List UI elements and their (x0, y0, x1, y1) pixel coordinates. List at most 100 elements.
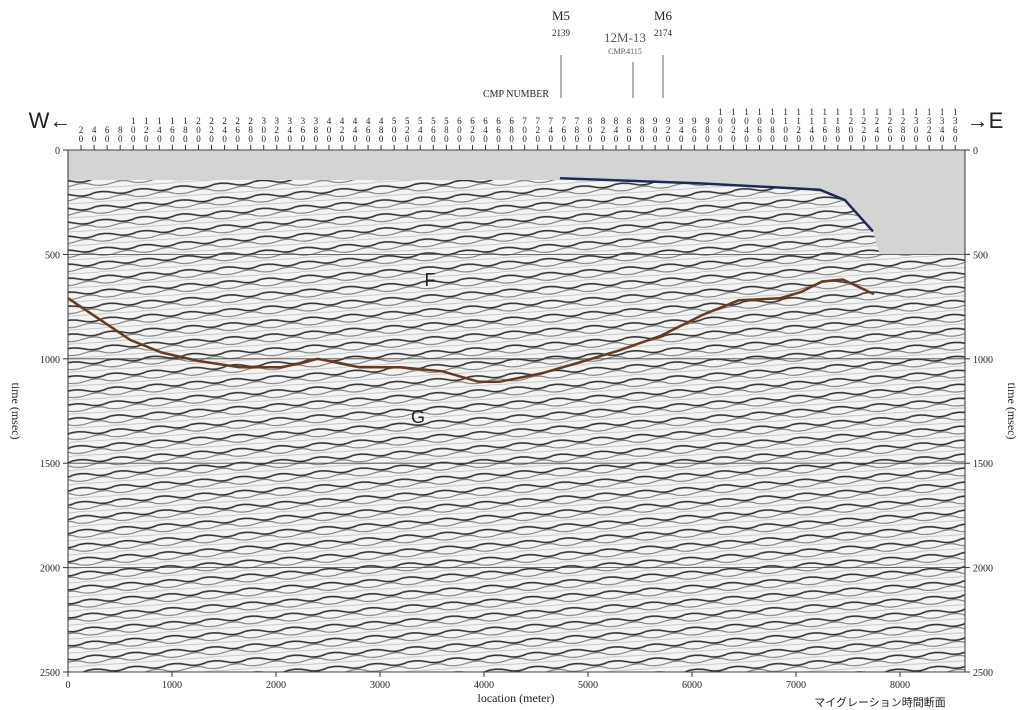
x2-tick-label: 1200 (846, 107, 856, 143)
x-tick-label: 2000 (266, 680, 286, 691)
x2-tick-label: 1240 (872, 107, 882, 143)
x2-tick-label: 120 (141, 116, 151, 143)
well-name: M5 (552, 8, 570, 23)
well-cmp: 2139 (552, 28, 571, 38)
x2-tick-label: 500 (389, 116, 399, 143)
x2-tick-label: 380 (311, 116, 321, 143)
x-tick-label: 4000 (474, 680, 494, 691)
x2-tick-label: 520 (402, 116, 412, 143)
x2-tick-label: 320 (272, 116, 282, 143)
well-name: M6 (654, 8, 673, 23)
x2-tick-label: 900 (650, 116, 660, 143)
x2-tick-label: 780 (572, 116, 582, 143)
x2-tick-label: 760 (559, 116, 569, 143)
x2-tick-label: 720 (533, 116, 543, 143)
x2-tick-label: 280 (246, 116, 256, 143)
x2-tick-label: 940 (676, 116, 686, 143)
x2-tick-label: 1000 (715, 107, 725, 143)
well-name: 12M-13 (604, 30, 646, 45)
x2-tick-label: 640 (481, 116, 491, 143)
x-tick-label: 1000 (162, 680, 182, 691)
caption: マイグレーション時間断面 (814, 695, 946, 709)
y-tick-label: 500 (973, 250, 988, 261)
seismic-section (68, 150, 965, 672)
x2-tick-label: 560 (428, 116, 438, 143)
x2-tick-label: 1320 (924, 107, 934, 143)
x2-tick-label: 80 (115, 125, 125, 143)
x2-tick-label: 1220 (859, 107, 869, 143)
x2-tick-label: 740 (546, 116, 556, 143)
y-tick-label: 1000 (973, 355, 993, 366)
well-cmp: CMP.4115 (608, 47, 642, 56)
x2-tick-label: 40 (89, 125, 99, 143)
horizon-label: G (411, 407, 425, 427)
x2-tick-label: 1260 (885, 107, 895, 143)
x2-axis-label: CMP NUMBER (483, 89, 549, 100)
x2-tick-label: 620 (467, 116, 477, 143)
x2-tick-label: 480 (376, 116, 386, 143)
x-tick-label: 6000 (682, 680, 702, 691)
y-tick-label: 1000 (40, 355, 60, 366)
y-axis-label: time (msec) (9, 383, 23, 440)
x2-tick-label: 20 (76, 125, 86, 143)
x2-tick-label: 1080 (768, 107, 778, 143)
x2-tick-label: 140 (154, 116, 164, 143)
x2-tick-label: 960 (689, 116, 699, 143)
x2-tick-label: 60 (102, 125, 112, 143)
x2-tick-label: 1140 (807, 107, 817, 143)
x2-tick-label: 920 (663, 116, 673, 143)
east-label: →E (967, 108, 1004, 133)
x2-tick-label: 160 (167, 116, 177, 143)
y-tick-label: 2500 (40, 668, 60, 679)
x2-tick-label: 400 (324, 116, 334, 143)
x2-tick-label: 1180 (833, 107, 843, 143)
west-label: W← (29, 108, 72, 133)
x2-tick-label: 580 (441, 116, 451, 143)
x2-tick-label: 1340 (937, 107, 947, 143)
y-tick-label: 1500 (40, 459, 60, 470)
y-tick-label: 0 (973, 146, 978, 157)
x2-tick-label: 420 (337, 116, 347, 143)
x2-tick-label: 360 (298, 116, 308, 143)
y-tick-label: 0 (55, 146, 60, 157)
x2-tick-label: 240 (220, 116, 230, 143)
x2-tick-label: 700 (520, 116, 530, 143)
x2-tick-label: 340 (285, 116, 295, 143)
x2-tick-label: 820 (598, 116, 608, 143)
x2-tick-label: 540 (415, 116, 425, 143)
x2-tick-label: 1280 (898, 107, 908, 143)
x2-tick-label: 1300 (911, 107, 921, 143)
x2-tick-label: 1120 (794, 107, 804, 143)
x2-tick-label: 460 (363, 116, 373, 143)
x2-tick-label: 440 (350, 116, 360, 143)
x-tick-label: 8000 (890, 680, 910, 691)
x-tick-label: 7000 (786, 680, 806, 691)
x-tick-label: 0 (66, 680, 71, 691)
x2-tick-label: 1040 (741, 107, 751, 143)
x2-tick-label: 300 (259, 116, 269, 143)
series-line (559, 176, 874, 233)
x-tick-label: 5000 (578, 680, 598, 691)
y-axis-label: time (msec) (1005, 383, 1018, 440)
x2-tick-label: 1020 (728, 107, 738, 143)
x2-tick-label: 200 (193, 116, 203, 143)
x2-tick-label: 840 (611, 116, 621, 143)
x-axis-label: location (meter) (478, 691, 555, 705)
x2-tick-label: 660 (494, 116, 504, 143)
x2-tick-label: 860 (624, 116, 634, 143)
x2-tick-label: 680 (507, 116, 517, 143)
y-tick-label: 500 (45, 250, 60, 261)
horizon-label: F (425, 270, 436, 290)
x2-tick-label: 1160 (820, 107, 830, 143)
x2-tick-label: 1360 (950, 107, 960, 143)
x2-tick-label: 1060 (755, 107, 765, 143)
x2-tick-label: 100 (128, 116, 138, 143)
x2-tick-label: 1100 (781, 107, 791, 143)
y-tick-label: 2000 (973, 564, 993, 575)
x2-tick-label: 260 (233, 116, 243, 143)
x2-tick-label: 220 (207, 116, 217, 143)
x2-tick-label: 980 (702, 116, 712, 143)
x2-tick-label: 880 (637, 116, 647, 143)
x-tick-label: 3000 (370, 680, 390, 691)
